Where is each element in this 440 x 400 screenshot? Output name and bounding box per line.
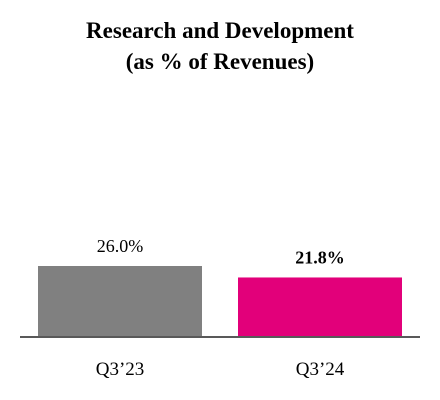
chart-title: Research and Development — [86, 18, 354, 43]
bar-1 — [38, 266, 202, 337]
chart-subtitle: (as % of Revenues) — [125, 49, 315, 74]
x-tick-label-2: Q3’24 — [296, 359, 345, 380]
data-label-1: 26.0% — [97, 236, 144, 256]
bar-2 — [238, 277, 402, 337]
data-label-2: 21.8% — [295, 247, 345, 267]
x-tick-label-1: Q3’23 — [96, 359, 145, 380]
